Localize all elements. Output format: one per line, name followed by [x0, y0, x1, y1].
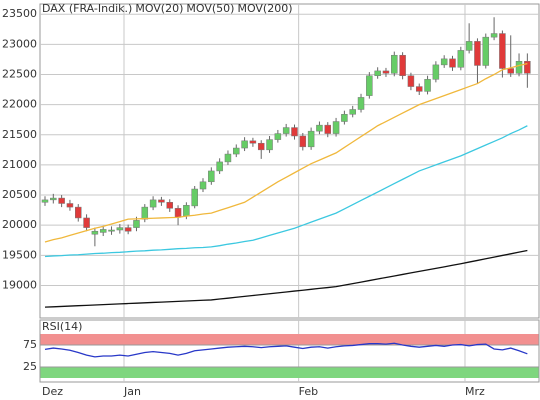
- candle-body: [482, 36, 490, 66]
- candle-body: [116, 227, 124, 231]
- candle-body: [291, 127, 298, 137]
- candle-body: [274, 133, 282, 140]
- y-tick-label: 20500: [2, 188, 37, 201]
- candle-body: [58, 197, 65, 204]
- x-tick-label: Dez: [42, 385, 63, 398]
- candle-body: [141, 206, 149, 220]
- series-line: [44, 249, 528, 308]
- candle-body: [299, 135, 307, 148]
- y-tick-label: 25: [23, 360, 37, 373]
- candle-body: [66, 203, 74, 208]
- candle-body: [224, 153, 232, 163]
- y-tick-label: 22500: [2, 68, 37, 81]
- candle-body: [149, 199, 157, 208]
- series-line: [44, 125, 528, 258]
- candle-body: [307, 130, 315, 148]
- candle-body: [332, 121, 340, 134]
- candle-body: [490, 33, 498, 38]
- x-tick-label: Mrz: [465, 385, 485, 398]
- candle-body: [399, 54, 406, 76]
- candle-body: [524, 61, 531, 74]
- legend-entry: DAX (FRA-Indik.): [42, 2, 132, 15]
- candle-body: [507, 68, 514, 74]
- candle-body: [324, 124, 332, 134]
- candle-body: [341, 114, 348, 122]
- candle-body: [166, 202, 173, 209]
- candle-body: [407, 75, 415, 87]
- x-tick-label: Feb: [299, 385, 318, 398]
- candle-body: [124, 227, 132, 232]
- candle-body: [158, 199, 165, 203]
- candle-body: [474, 41, 481, 66]
- candle-body: [183, 205, 190, 217]
- candle-body: [174, 208, 182, 218]
- candle-body: [91, 230, 99, 235]
- candle-body: [366, 75, 373, 96]
- candle-body: [357, 97, 365, 110]
- series-line: [44, 63, 528, 243]
- candle-body: [415, 86, 423, 92]
- legend-entry: MOV(200): [237, 2, 292, 15]
- candle-body: [515, 61, 523, 74]
- candle-body: [440, 58, 448, 66]
- candle-body: [216, 161, 223, 172]
- candle-body: [199, 181, 207, 190]
- candle-body: [449, 58, 456, 68]
- candle-body: [282, 127, 290, 134]
- y-tick-label: 19000: [2, 278, 37, 291]
- rsi-band: [40, 334, 539, 345]
- y-tick-label: 20000: [2, 218, 37, 231]
- y-tick-label: 21500: [2, 128, 37, 141]
- candle-body: [208, 170, 215, 183]
- candle-body: [391, 54, 398, 74]
- candle-body: [99, 229, 107, 233]
- candle-body: [349, 109, 356, 115]
- candle-body: [457, 50, 465, 68]
- candle-body: [83, 217, 90, 228]
- candle-body: [432, 64, 440, 80]
- candle-body: [316, 124, 323, 132]
- candle-body: [133, 220, 140, 228]
- candle-body: [75, 206, 82, 219]
- y-tick-label: 19500: [2, 248, 37, 261]
- candle-body: [374, 70, 381, 76]
- candle-body: [50, 197, 57, 201]
- legend-entry: MOV(50): [186, 2, 234, 15]
- candle-body: [499, 33, 506, 69]
- y-tick-label: 21000: [2, 158, 37, 171]
- legend-entry: MOV(20): [135, 2, 183, 15]
- candle-body: [108, 229, 115, 232]
- candle-body: [266, 139, 273, 151]
- rsi-band: [40, 367, 539, 378]
- candle-body: [233, 147, 240, 155]
- candle-body: [424, 79, 431, 92]
- candle-body: [382, 70, 390, 74]
- x-tick-label: Jan: [123, 385, 141, 398]
- rsi-title: RSI(14): [42, 320, 82, 333]
- candle-body: [249, 140, 257, 144]
- y-tick-label: 22000: [2, 98, 37, 111]
- candle-body: [41, 199, 49, 203]
- y-tick-label: 23000: [2, 37, 37, 50]
- candle-body: [465, 41, 473, 51]
- y-tick-label: 75: [23, 338, 37, 351]
- series-line: [44, 342, 528, 358]
- candle-body: [241, 140, 248, 149]
- y-tick-label: 23500: [2, 7, 37, 20]
- candle-body: [191, 188, 198, 207]
- main-frame: [39, 3, 540, 319]
- candle-body: [257, 142, 265, 151]
